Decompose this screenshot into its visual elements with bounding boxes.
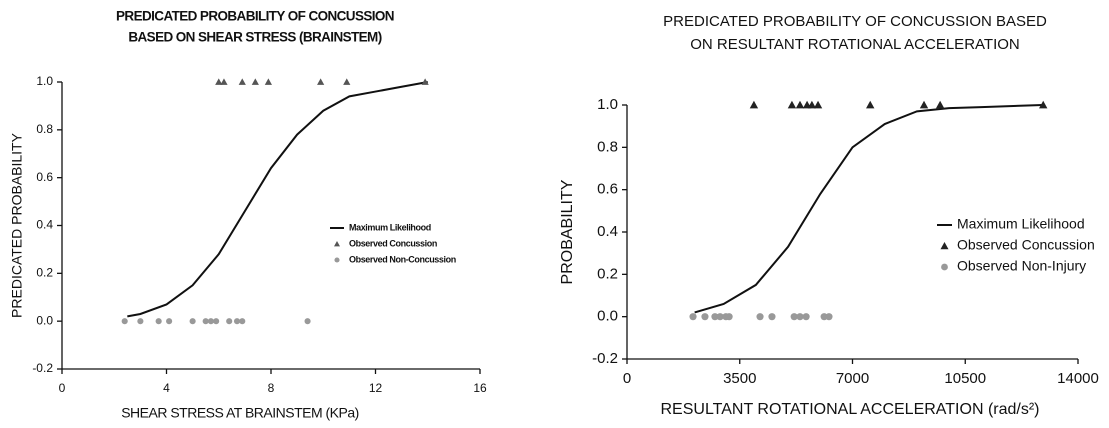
circle-marker (802, 313, 810, 321)
chart: PREDICATED PROBABILITY OF CONCUSSION BASE… (9, 9, 487, 421)
x-tick-label: 3500 (723, 370, 756, 387)
likelihood-line (694, 104, 1043, 314)
y-tick-label: 0.2 (36, 266, 53, 280)
triangle-marker (813, 100, 823, 109)
likelihood-line (127, 81, 428, 318)
circle-marker (155, 318, 162, 325)
y-tick-label: 0.4 (597, 223, 618, 240)
legend-label: Observed Non-Injury (957, 258, 1086, 274)
circle-marker (711, 313, 719, 321)
chart: PREDICATED PROBABILITY OF CONCUSSION BAS… (559, 13, 1099, 418)
circle-marker (825, 313, 833, 321)
triangle-marker (795, 100, 805, 109)
circle-marker (701, 313, 709, 321)
chart-title: ON RESULTANT ROTATIONAL ACCELERATION (690, 36, 1020, 53)
triangle-marker (343, 78, 351, 85)
circle-marker (768, 313, 776, 321)
legend-swatch (334, 257, 340, 263)
circle-marker (304, 318, 311, 325)
x-tick-label: 12 (369, 381, 383, 395)
x-tick-label: 14000 (1057, 370, 1099, 387)
circle-marker (233, 318, 241, 325)
x-tick-label: 10500 (944, 370, 986, 387)
triangle-marker (251, 78, 259, 85)
x-tick-label: 16 (473, 381, 487, 395)
legend-label: Observed Concussion (957, 237, 1095, 253)
y-axis-label: PROBABILITY (559, 179, 576, 284)
triangle-marker (807, 100, 817, 109)
chart-title: PREDICATED PROBABILITY OF CONCUSSION (116, 9, 394, 24)
y-tick-label: 1.0 (597, 96, 618, 113)
circle-marker (189, 318, 196, 325)
y-tick-label: 0.6 (36, 170, 53, 184)
circle-marker (213, 318, 220, 325)
x-axis-label: RESULTANT ROTATIONAL ACCELERATION (rad/s… (660, 401, 1039, 418)
circle-marker (790, 313, 798, 321)
triangle-marker (220, 78, 228, 85)
circle-marker (207, 318, 214, 325)
circle-marker (121, 318, 128, 325)
x-tick-label: 8 (268, 381, 275, 395)
circle-marker (796, 313, 804, 321)
circle-marker (689, 313, 697, 321)
circle-marker (226, 318, 233, 325)
triangle-marker (787, 100, 797, 109)
legend-label: Maximum Likelihood (349, 222, 431, 232)
y-tick-label: 0.6 (597, 181, 618, 198)
legend-swatch (940, 242, 949, 250)
circle-marker (137, 318, 144, 325)
legend-swatch (941, 263, 948, 271)
x-tick-label: 0 (59, 381, 66, 395)
y-tick-label: 0.0 (597, 308, 618, 325)
circle-marker (239, 318, 246, 325)
circle-marker (725, 313, 733, 321)
triangle-marker (238, 78, 246, 85)
triangle-marker (919, 100, 929, 109)
circle-marker (202, 318, 209, 325)
x-axis-label: SHEAR STRESS AT BRAINSTEM (KPa) (121, 405, 359, 421)
x-tick-label: 7000 (836, 370, 869, 387)
y-tick-label: 0.4 (36, 218, 53, 232)
y-tick-label: 0.0 (36, 313, 53, 327)
y-axis-label: PREDICATED PROBABILITY (9, 132, 25, 318)
y-tick-label: 1.0 (36, 74, 53, 88)
legend-label: Maximum Likelihood (957, 216, 1085, 232)
triangle-marker (264, 78, 272, 85)
chart-title: PREDICATED PROBABILITY OF CONCUSSION BAS… (663, 13, 1047, 30)
legend-label: Observed Concussion (349, 238, 437, 248)
triangle-marker (1039, 100, 1048, 109)
triangle-marker (935, 100, 945, 109)
triangle-marker (749, 100, 759, 109)
triangle-marker (866, 100, 875, 109)
y-tick-label: 0.2 (597, 265, 618, 282)
circle-marker (166, 318, 173, 325)
circle-marker (716, 313, 724, 321)
circle-marker (756, 313, 764, 321)
triangle-marker (215, 78, 223, 85)
triangle-marker (421, 78, 429, 85)
triangle-marker (317, 78, 325, 85)
y-tick-label: -0.2 (32, 361, 53, 375)
y-tick-label: 0.8 (597, 138, 618, 155)
x-tick-label: 0 (623, 370, 631, 387)
legend-label: Observed Non-Concussion (349, 254, 456, 264)
y-tick-label: -0.2 (592, 350, 618, 367)
x-tick-label: 4 (163, 381, 170, 395)
chart-title: BASED ON SHEAR STRESS (BRAINSTEM) (128, 30, 381, 45)
legend-swatch (334, 241, 340, 247)
y-tick-label: 0.8 (36, 122, 53, 136)
